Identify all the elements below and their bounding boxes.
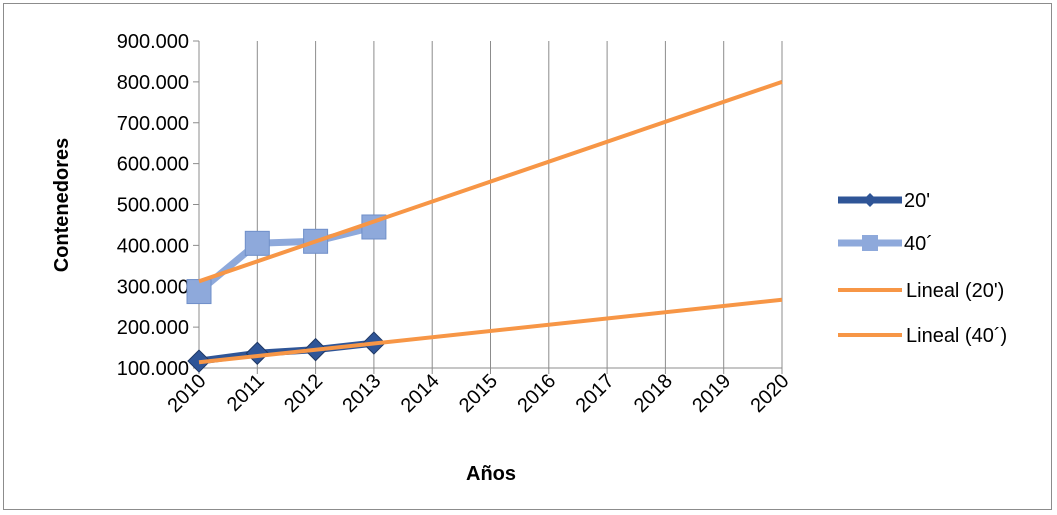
x-tick-label: 2015 (455, 370, 502, 417)
legend-item: Lineal (20') (838, 280, 1004, 302)
x-tick-label: 2020 (747, 370, 794, 417)
legend-item: Lineal (40´) (838, 325, 1007, 347)
legend-label: 40´ (904, 233, 933, 255)
x-axis-title: Años (466, 463, 516, 485)
grid-lines (198, 41, 783, 368)
legend-label: 20' (904, 190, 930, 212)
legend-item: 40´ (838, 233, 933, 255)
y-tick-label: 700.000 (117, 113, 189, 135)
trendlines (198, 80, 783, 365)
y-tick-labels: 100.000 200.000 300.000 400.000 500.000 600.0… (117, 31, 189, 380)
y-tick-label: 800.000 (117, 72, 189, 94)
y-tick-label: 600.000 (117, 154, 189, 176)
y-axis-title: Contenedores (51, 138, 73, 272)
y-tick-label: 200.000 (117, 317, 189, 339)
y-tick-label: 900.000 (117, 31, 189, 53)
x-tick-label: 2012 (280, 370, 327, 417)
series-line-1 (196, 223, 375, 295)
legend-marker-diamond (863, 193, 877, 207)
x-tick-label: 2013 (338, 370, 385, 417)
x-tick-label: 2019 (688, 370, 735, 417)
trendline-3 (198, 80, 783, 284)
data-point-square (244, 230, 270, 256)
trendline-2 (198, 297, 783, 365)
y-tick-label: 500.000 (117, 195, 189, 217)
x-tick-labels: 2010 2011 2012 2013 2014 2015 2016 2017 2018 2019… (164, 370, 794, 417)
legend-label: Lineal (20') (906, 280, 1004, 302)
y-tick-label: 300.000 (117, 276, 189, 298)
x-tick-label: 2011 (223, 370, 269, 416)
x-tick-label: 2017 (572, 370, 619, 417)
legend-item: 20' (838, 190, 930, 212)
series-lines (186, 214, 387, 373)
legend-label: Lineal (40´) (906, 325, 1007, 347)
y-tick-label: 400.000 (117, 235, 189, 257)
axes (193, 40, 783, 374)
legend: 20' 40´ Lineal (20') Lineal (40´) (838, 190, 1007, 347)
chart-frame (3, 3, 1052, 510)
data-point-square (186, 279, 212, 305)
data-point-diamond (245, 341, 270, 365)
legend-marker-square (862, 235, 878, 251)
x-tick-label: 2018 (630, 370, 677, 417)
x-tick-label: 2016 (513, 370, 560, 417)
y-tick-label: 100.000 (117, 358, 189, 380)
x-tick-label: 2014 (397, 370, 444, 417)
